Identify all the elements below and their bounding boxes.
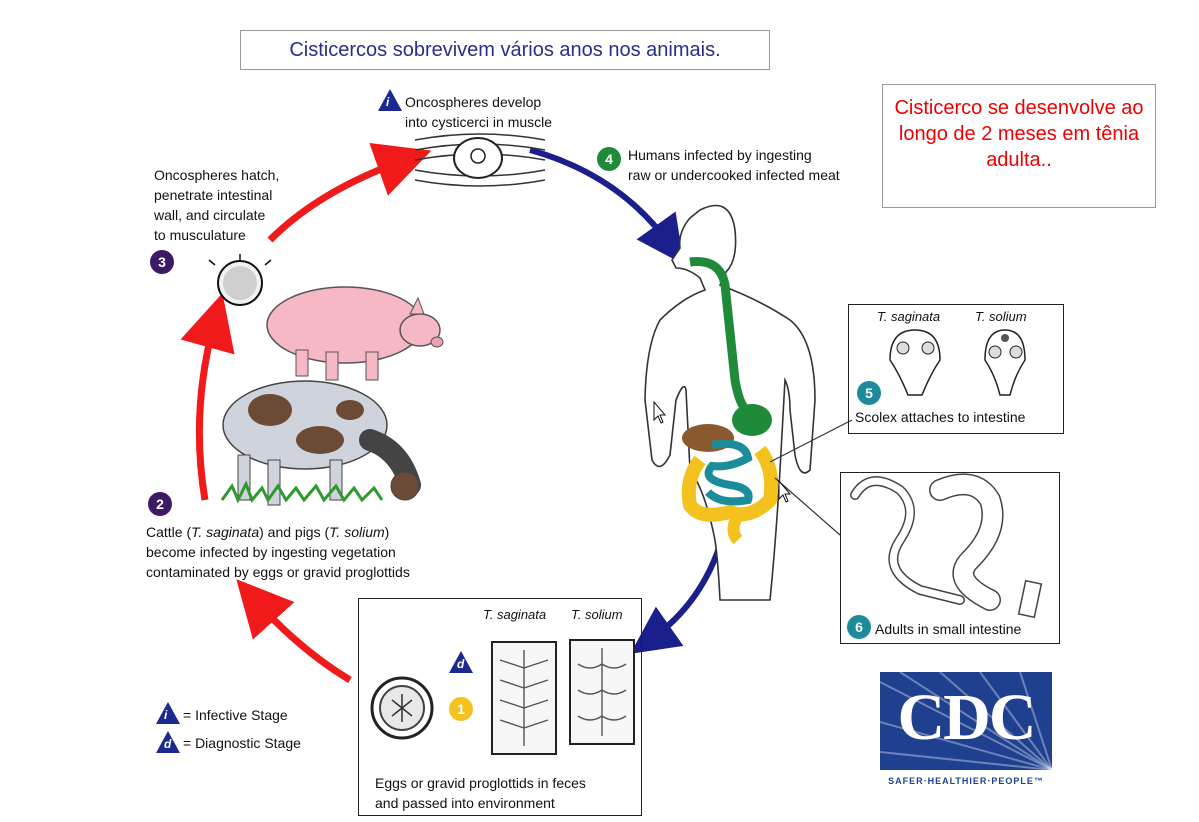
stage-3-badge: 3 — [150, 250, 174, 274]
legend-infective-icon: i — [156, 702, 180, 724]
legend-diagnostic-label: = Diagnostic Stage — [183, 735, 301, 751]
cysticercus-in-muscle — [414, 133, 546, 187]
stage-1-text: Eggs or gravid proglottids in feces and … — [375, 775, 586, 811]
stage-3-text: Oncospheres hatch, penetrate intestinal … — [154, 167, 280, 243]
adult-worm-drawings — [850, 473, 1043, 619]
stage-1-box: T. saginata T. solium d 1 Eggs or gravid… — [358, 598, 642, 816]
species-label: T. solium — [571, 607, 623, 622]
note-right: Cisticerco se desenvolve ao longo de 2 m… — [882, 84, 1156, 208]
note-top: Cisticercos sobrevivem vários anos nos a… — [240, 30, 770, 70]
arrow-human-to-1 — [630, 544, 723, 654]
human-body-outline — [644, 204, 816, 601]
species-label: T. solium — [975, 309, 1027, 324]
stage-6-badge: 6 — [847, 615, 871, 639]
cdc-tagline: SAFER·HEALTHIER·PEOPLE™ — [888, 776, 1044, 786]
species-label: T. saginata — [877, 309, 941, 324]
cdc-logo-word: CDC — [897, 681, 1037, 754]
stage-1-badge: 1 — [449, 697, 473, 721]
infective-stage-icon: i — [378, 89, 402, 111]
legend-infective-label: = Infective Stage — [183, 707, 288, 723]
cow-illustration — [220, 380, 421, 506]
species-label: T. saginata — [483, 607, 547, 622]
diagnostic-stage-icon: d — [449, 651, 473, 673]
stage-5-badge: 5 — [857, 381, 881, 405]
legend-diagnostic-icon: d — [156, 731, 180, 753]
egg-and-proglottids — [370, 639, 635, 755]
stage-5-box: T. saginata T. solium 5 Scolex attaches … — [848, 304, 1064, 434]
arrow-2-to-3 — [180, 293, 235, 501]
oncosphere — [208, 254, 272, 306]
cdc-logo-rays — [880, 672, 1052, 770]
arrow-3-to-i — [267, 142, 432, 243]
stage-4-badge: 4 — [597, 147, 621, 171]
stage-6-box: 6 Adults in small intestine — [840, 472, 1060, 644]
stage-6-text: Adults in small intestine — [875, 621, 1022, 637]
stage-4-text: Humans infected by ingesting raw or unde… — [628, 147, 840, 183]
digestive-tract — [681, 256, 779, 545]
scolex-drawings — [889, 329, 1026, 396]
pig-illustration — [266, 286, 444, 381]
cdc-logo: CDC — [880, 672, 1052, 770]
arrow-1-to-2 — [236, 579, 352, 684]
cursor-icon — [653, 400, 667, 424]
cursor-icon — [778, 479, 792, 503]
stage-i-text: Oncospheres develop into cysticerci in m… — [405, 94, 553, 130]
stage-5-text: Scolex attaches to intestine — [855, 409, 1026, 425]
stage-2-text: Cattle (T. saginata) and pigs (T. solium… — [146, 524, 410, 580]
stage-2-badge: 2 — [148, 492, 172, 516]
arrow-i-to-4 — [529, 147, 684, 265]
